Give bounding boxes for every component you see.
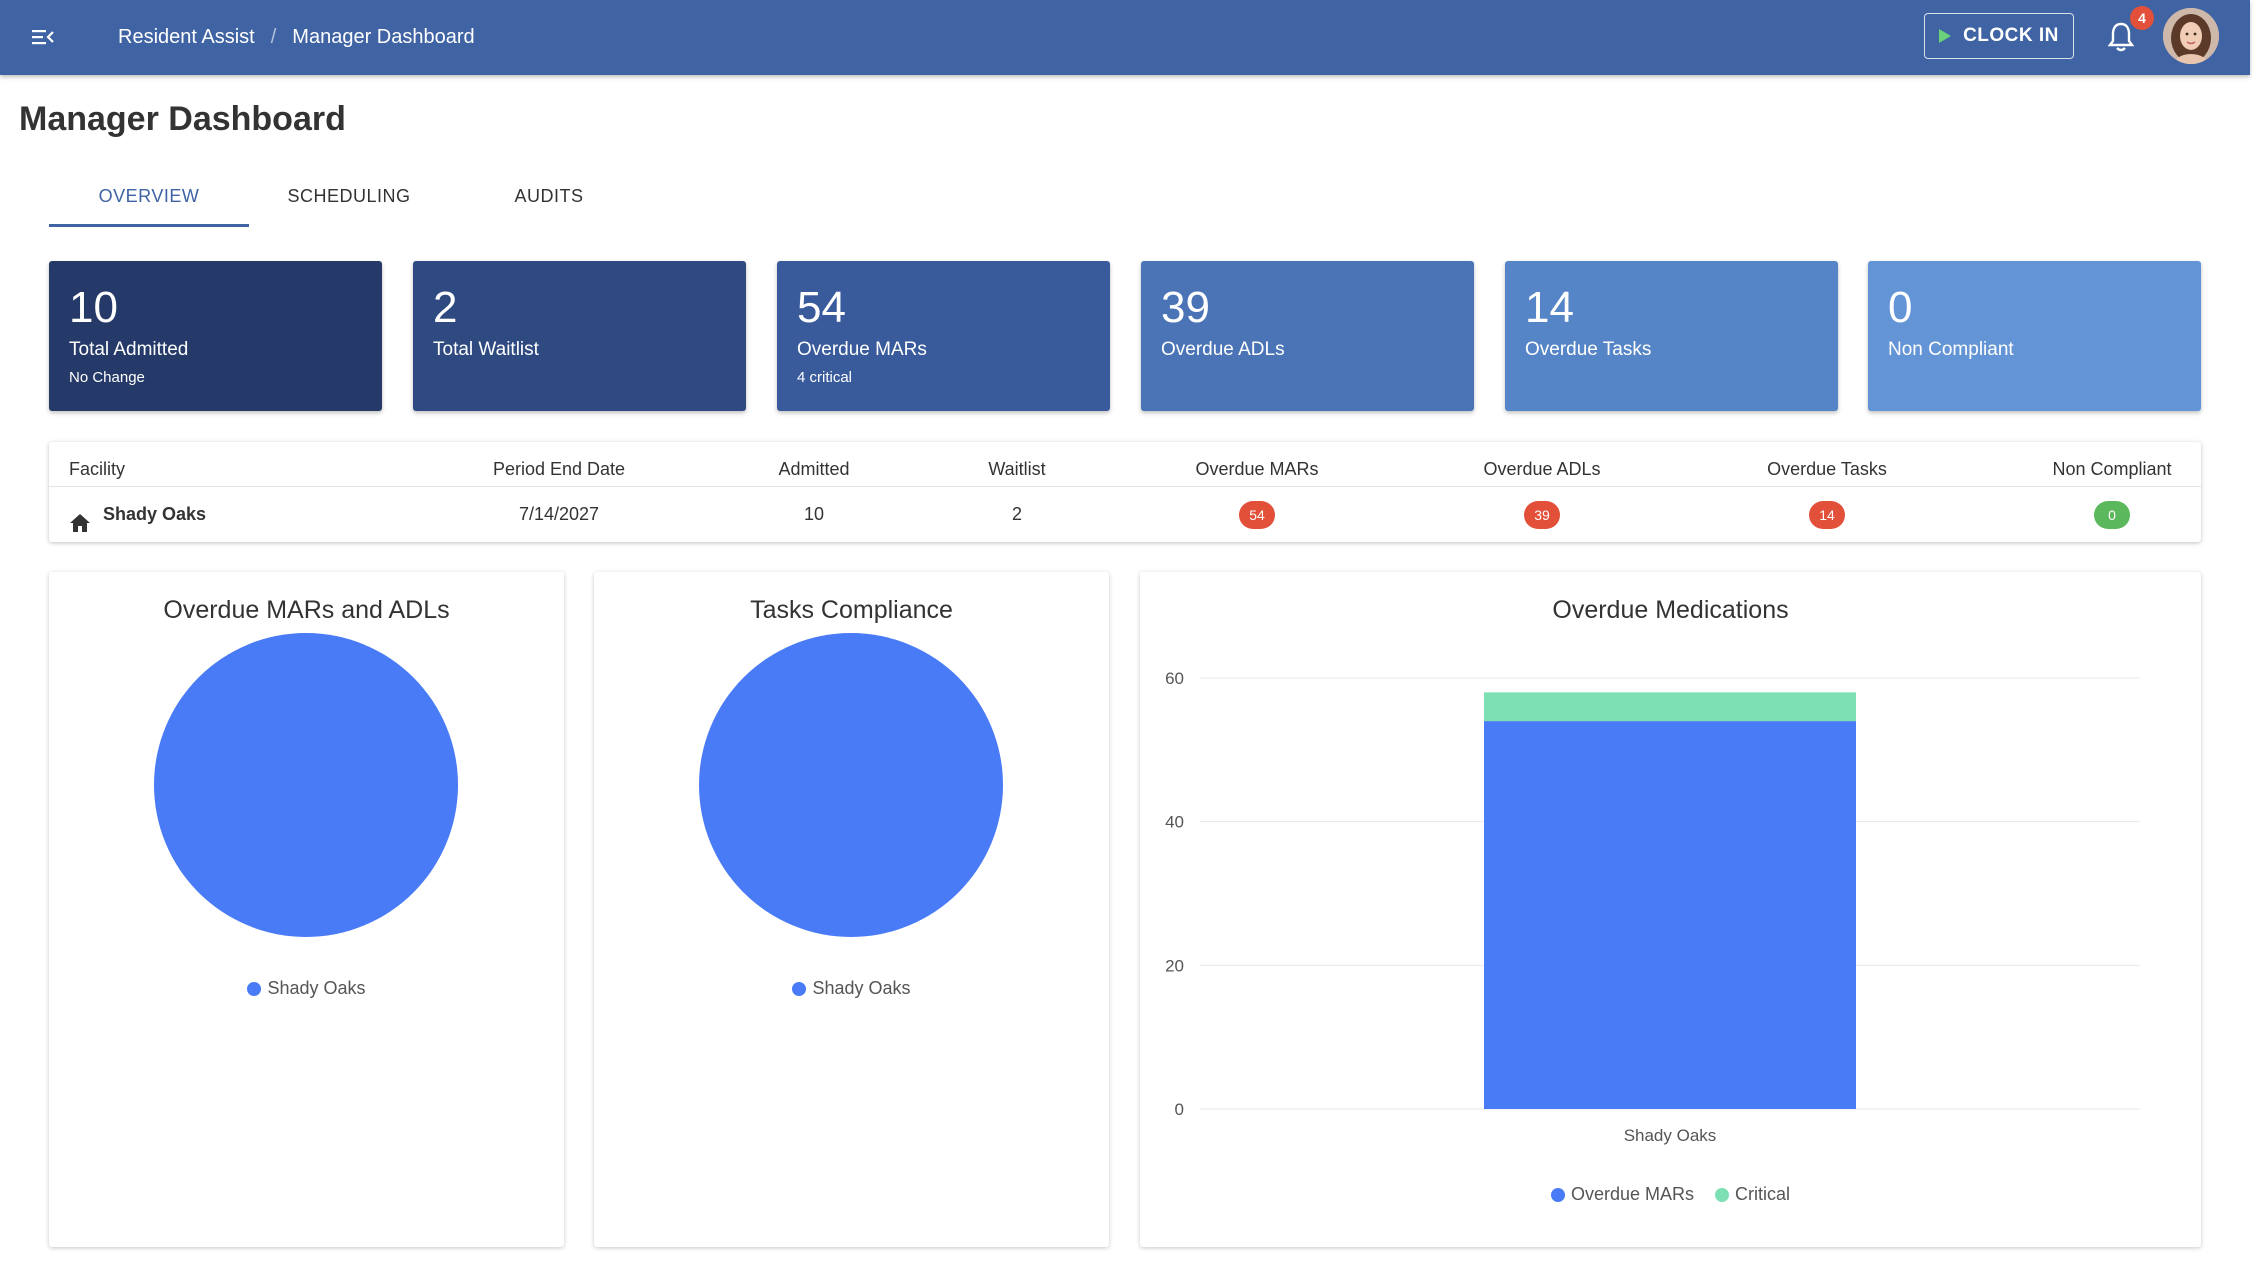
legend-item-overdue-mars[interactable]: Overdue MARs	[1550, 1184, 1694, 1205]
stat-label: Overdue Tasks	[1525, 339, 1652, 360]
tab-audits[interactable]: AUDITS	[514, 186, 584, 206]
bar-segment-overdue-mars[interactable]	[1484, 721, 1856, 1109]
tab-bar: OVERVIEW SCHEDULING AUDITS	[49, 170, 649, 227]
column-header-overdue-adls[interactable]: Overdue ADLs	[1483, 459, 1601, 479]
stat-subtext: No Change	[69, 369, 145, 386]
y-tick-label: 60	[1165, 669, 1184, 688]
legend-dot	[1715, 1187, 1730, 1202]
legend-label: Overdue MARs	[1570, 1184, 1694, 1204]
legend-label: Critical	[1735, 1184, 1791, 1204]
breadcrumb-separator: /	[270, 26, 277, 48]
column-header-admitted[interactable]: Admitted	[778, 459, 850, 479]
legend-label: Shady Oaks	[812, 978, 911, 998]
cell-waitlist: 2	[1011, 504, 1022, 524]
legend-dot	[1550, 1187, 1565, 1202]
y-tick-label: 0	[1175, 1100, 1184, 1119]
stat-label: Non Compliant	[1888, 339, 2014, 360]
app-bar: Resident Assist / Manager Dashboard CLOC…	[0, 0, 2250, 75]
stat-card-total-waitlist[interactable]: 2 Total Waitlist	[413, 261, 746, 411]
y-tick-label: 40	[1165, 813, 1184, 832]
cell-overdue-mars: 54	[1142, 492, 1372, 536]
stat-card-total-admitted[interactable]: 10 Total Admitted No Change	[49, 261, 382, 411]
overdue-mars-badge: 54	[1239, 501, 1275, 530]
notification-count-badge: 4	[2130, 6, 2154, 30]
stat-card-overdue-tasks[interactable]: 14 Overdue Tasks	[1505, 261, 1838, 411]
cell-non-compliant: 0	[1997, 492, 2227, 536]
avatar[interactable]	[2163, 8, 2219, 64]
legend-item[interactable]: Shady Oaks	[792, 978, 911, 999]
column-header-overdue-mars[interactable]: Overdue MARs	[1195, 459, 1319, 479]
column-header-period-end-date[interactable]: Period End Date	[492, 459, 626, 479]
clock-in-button[interactable]: CLOCK IN	[1924, 13, 2074, 59]
chart-card-tasks-compliance: Tasks Compliance Shady Oaks	[594, 572, 1109, 1247]
column-header-non-compliant[interactable]: Non Compliant	[2052, 459, 2172, 479]
stat-value: 10	[69, 283, 118, 332]
tab-overview[interactable]: OVERVIEW	[49, 170, 249, 227]
clock-in-label: CLOCK IN	[1963, 25, 2059, 46]
chart-legend: Shady Oaks	[594, 978, 1109, 1001]
legend-dot	[792, 981, 807, 996]
chart-title: Overdue MARs and ADLs	[163, 596, 450, 624]
stat-label: Overdue ADLs	[1161, 339, 1285, 360]
stat-value: 14	[1525, 283, 1574, 332]
bell-icon[interactable]	[2106, 20, 2136, 54]
pie-chart-tasks-compliance	[699, 633, 1003, 937]
chart-card-overdue-mars-adls: Overdue MARs and ADLs Shady Oaks	[49, 572, 564, 1247]
stat-card-overdue-mars[interactable]: 54 Overdue MARs 4 critical	[777, 261, 1110, 411]
non-compliant-badge: 0	[2094, 501, 2130, 530]
tab-scheduling[interactable]: SCHEDULING	[287, 186, 411, 206]
cell-overdue-adls: 39	[1427, 492, 1657, 536]
pie-chart-overdue-mars-adls	[154, 633, 458, 937]
stat-value: 39	[1161, 283, 1210, 332]
breadcrumb-current: Manager Dashboard	[292, 26, 475, 48]
column-header-overdue-tasks[interactable]: Overdue Tasks	[1767, 459, 1887, 479]
column-header-waitlist[interactable]: Waitlist	[988, 459, 1046, 479]
legend-item-critical[interactable]: Critical	[1715, 1184, 1790, 1205]
bar-chart-overdue-medications: 0 20 40 60 Shady Oaks	[1165, 669, 2140, 1145]
chart-title: Overdue Medications	[1552, 596, 1789, 624]
cell-admitted: 10	[803, 504, 825, 524]
overdue-adls-badge: 39	[1524, 501, 1560, 530]
chart-legend: Overdue MARs Critical	[1140, 1184, 2201, 1207]
home-icon	[69, 505, 91, 533]
y-tick-label: 20	[1165, 956, 1184, 975]
cell-period-end-date: 7/14/2027	[518, 504, 600, 524]
chart-legend: Shady Oaks	[49, 978, 564, 1001]
stat-card-overdue-adls[interactable]: 39 Overdue ADLs	[1141, 261, 1474, 411]
bar-segment-critical[interactable]	[1484, 692, 1856, 722]
stat-label: Total Waitlist	[433, 339, 539, 360]
stat-value: 54	[797, 283, 846, 332]
chart-title: Tasks Compliance	[750, 596, 953, 624]
breadcrumb: Resident Assist / Manager Dashboard	[118, 0, 475, 75]
menu-collapse-icon[interactable]	[30, 24, 56, 50]
stat-subtext: 4 critical	[797, 369, 853, 386]
page-title: Manager Dashboard	[19, 100, 346, 138]
stat-value: 0	[1888, 283, 1913, 332]
stat-card-non-compliant[interactable]: 0 Non Compliant	[1868, 261, 2201, 411]
breadcrumb-app[interactable]: Resident Assist	[118, 26, 255, 48]
cell-facility[interactable]: Shady Oaks	[69, 492, 206, 536]
stat-label: Total Admitted	[69, 339, 189, 360]
play-icon	[1939, 29, 1952, 43]
column-header-facility[interactable]: Facility	[69, 459, 126, 479]
stat-value: 2	[433, 283, 458, 332]
overdue-tasks-badge: 14	[1809, 501, 1845, 530]
stat-label: Overdue MARs	[797, 339, 927, 360]
legend-label: Shady Oaks	[267, 978, 366, 998]
facility-name: Shady Oaks	[103, 504, 207, 524]
chart-card-overdue-medications: Overdue Medications 0 20 40 60 Shady Oaks Ov…	[1140, 572, 2201, 1247]
x-tick-label: Shady Oaks	[1624, 1126, 1717, 1145]
cell-overdue-tasks: 14	[1712, 492, 1942, 536]
legend-dot	[247, 981, 262, 996]
pie-slice[interactable]	[699, 633, 1003, 937]
pie-slice[interactable]	[154, 633, 458, 937]
legend-item[interactable]: Shady Oaks	[247, 978, 366, 999]
header-divider	[49, 486, 2201, 487]
facility-table: Facility Period End Date Admitted Waitli…	[49, 442, 2201, 542]
